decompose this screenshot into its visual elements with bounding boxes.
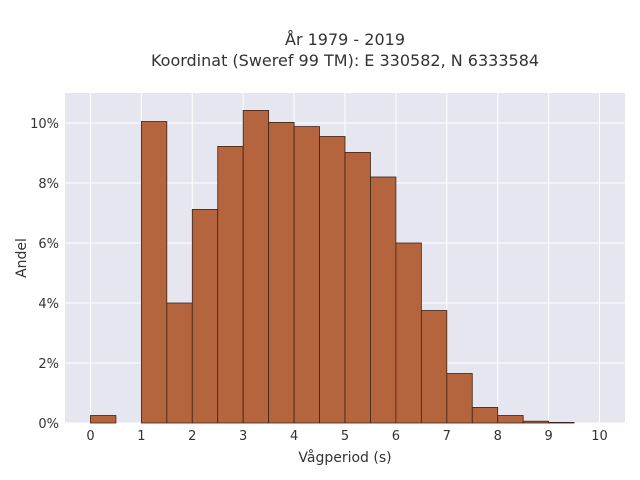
x-tick-label: 4 <box>290 429 298 444</box>
histogram-bar <box>166 302 193 424</box>
histogram-bar <box>446 373 473 424</box>
histogram-bar <box>344 151 371 424</box>
histogram-bar <box>522 420 550 424</box>
histogram-bar <box>548 421 575 424</box>
histogram-bar <box>471 406 499 424</box>
x-tick-label: 1 <box>137 429 145 444</box>
tick-labels: 0 1 2 3 4 5 6 7 8 9 10 0% 2% 4% 6% 8% 10% <box>30 117 608 444</box>
histogram-bar <box>420 310 448 424</box>
histogram-bar <box>242 110 270 424</box>
x-tick-label: 3 <box>239 429 247 444</box>
y-tick-label: 4% <box>38 297 59 312</box>
y-tick-label: 8% <box>38 177 59 192</box>
y-tick-label: 6% <box>38 237 59 252</box>
histogram-bar <box>319 136 346 424</box>
histogram-bar <box>370 176 397 424</box>
bars <box>90 110 575 424</box>
x-tick-label: 2 <box>188 429 196 444</box>
histogram-bar <box>217 145 244 424</box>
histogram-bar <box>191 208 219 424</box>
y-tick-label: 10% <box>30 117 59 132</box>
histogram-bar <box>140 121 168 424</box>
chart-title-line-2: Koordinat (Sweref 99 TM): E 330582, N 63… <box>151 51 539 70</box>
y-tick-label: 0% <box>38 417 59 432</box>
histogram-bar <box>293 126 320 424</box>
histogram-bar <box>497 415 524 424</box>
x-tick-label: 0 <box>86 429 94 444</box>
y-axis-label: Andel <box>14 238 30 278</box>
histogram-bar <box>90 415 117 424</box>
y-tick-label: 2% <box>38 357 59 372</box>
chart-title-line-1: År 1979 - 2019 <box>285 30 405 49</box>
x-tick-label: 7 <box>443 429 451 444</box>
x-tick-label: 9 <box>544 429 552 444</box>
x-tick-label: 6 <box>392 429 400 444</box>
x-tick-label: 10 <box>591 429 608 444</box>
histogram-bar <box>268 122 295 424</box>
x-axis-label: Vågperiod (s) <box>298 449 391 466</box>
x-tick-label: 5 <box>341 429 349 444</box>
histogram-bar <box>395 242 422 424</box>
x-tick-label: 8 <box>494 429 502 444</box>
